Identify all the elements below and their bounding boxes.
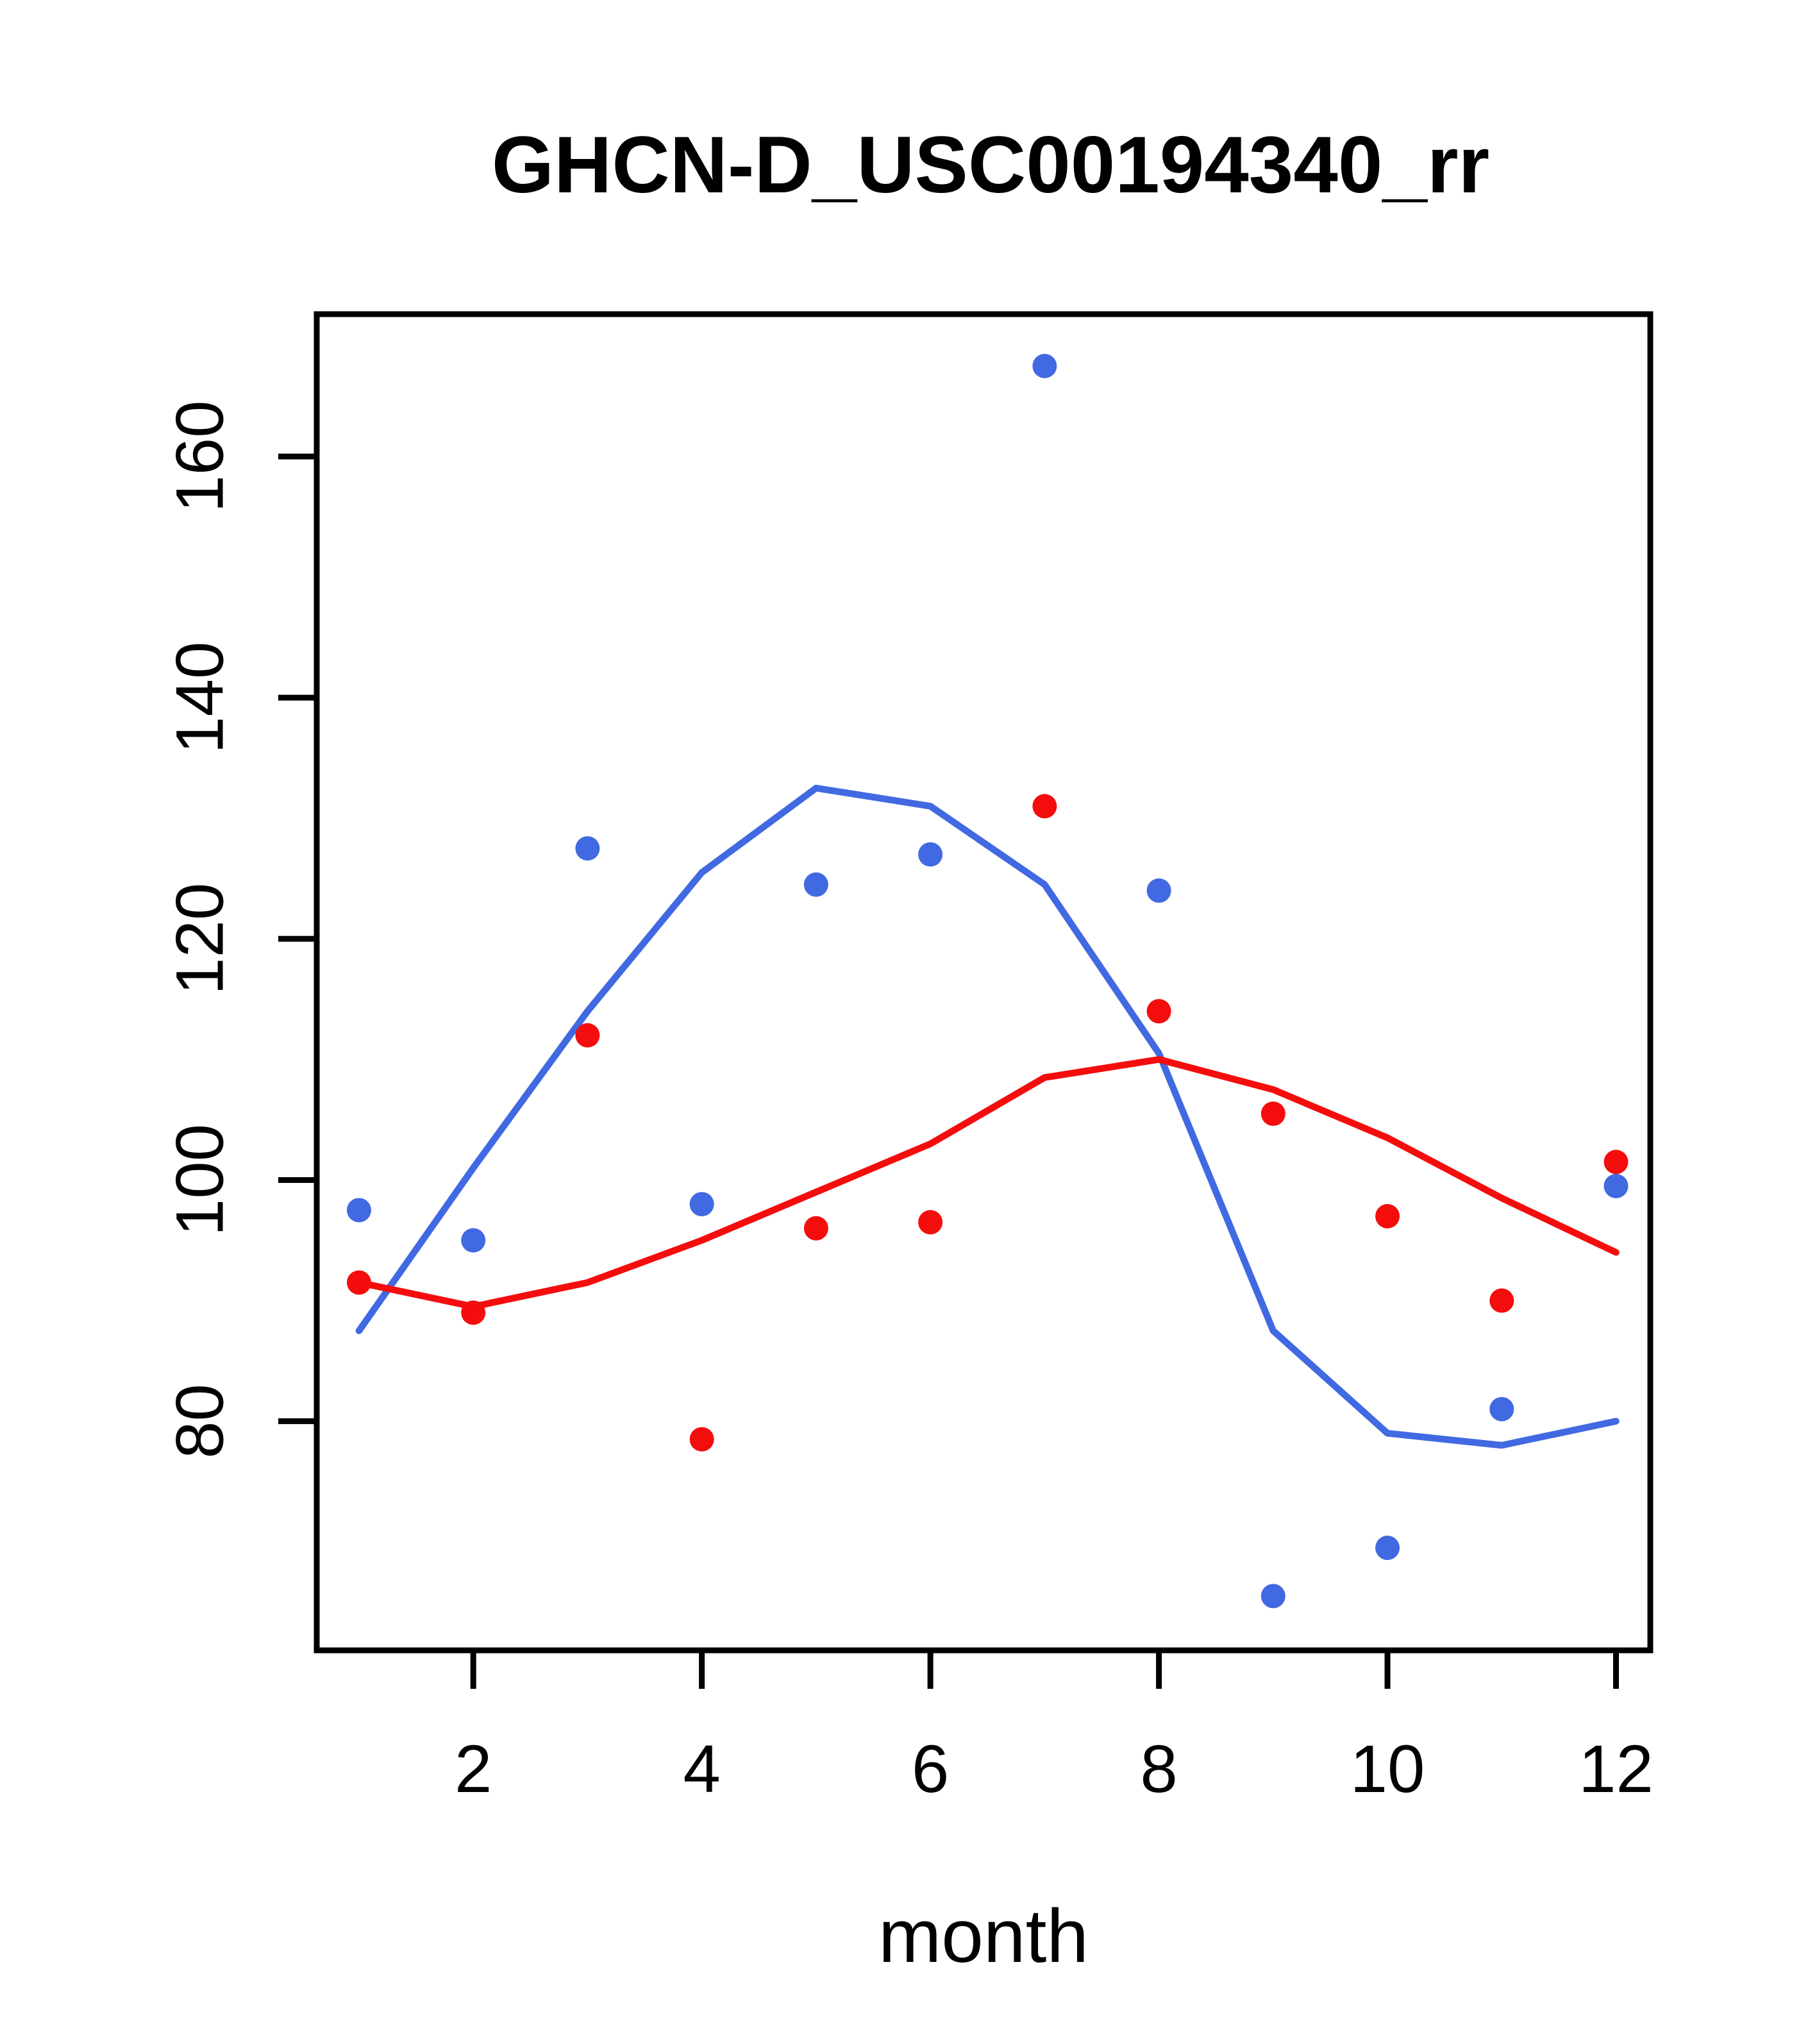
blue-points-point (1146, 878, 1171, 903)
y-tick-label: 160 (163, 400, 238, 512)
blue-points-point (1603, 1173, 1629, 1198)
red-points-point (575, 1023, 600, 1048)
red-points-point (1603, 1150, 1629, 1175)
data-series (346, 353, 1629, 1609)
blue-points-point (1375, 1536, 1400, 1561)
red-points-point (1260, 1102, 1285, 1127)
y-tick-label: 140 (163, 642, 238, 754)
x-tick-label: 10 (1350, 1732, 1425, 1807)
x-tick-label: 2 (455, 1732, 492, 1807)
blue-points-point (803, 872, 828, 897)
y-tick-label: 80 (163, 1384, 238, 1459)
blue-points-point (918, 842, 943, 867)
red-points-point (689, 1427, 714, 1452)
blue-points-point (689, 1192, 714, 1217)
chart-title: GHCN-D_USC00194340_rr (492, 121, 1489, 210)
axis-tick-labels: 2 4 6 8 10 12 80 100 120 140 160 (163, 400, 1654, 1807)
blue-points-point (575, 836, 600, 861)
plot-box (314, 311, 1654, 1654)
red-points-point (1146, 999, 1171, 1024)
x-tick-label: 6 (912, 1732, 949, 1807)
x-axis-label: month (878, 1894, 1089, 1979)
blue-smooth-line (355, 784, 1620, 1449)
blue-points-point (1489, 1396, 1514, 1421)
blue-points-point (346, 1198, 371, 1223)
x-tick-label: 12 (1578, 1732, 1654, 1807)
red-points-point (803, 1216, 828, 1241)
red-points-point (918, 1210, 943, 1235)
axis-ticks (278, 453, 1620, 1689)
x-tick-label: 8 (1140, 1732, 1177, 1807)
blue-points-point (1032, 353, 1057, 378)
red-points-point (1489, 1288, 1514, 1313)
red-smooth-line (355, 1056, 1620, 1311)
y-tick-label: 120 (163, 883, 238, 995)
x-tick-label: 4 (683, 1732, 720, 1807)
blue-points-point (1260, 1584, 1285, 1609)
y-tick-label: 100 (163, 1124, 238, 1236)
red-points-point (1032, 794, 1057, 819)
red-points-point (1375, 1203, 1400, 1228)
blue-points-point (461, 1228, 486, 1253)
